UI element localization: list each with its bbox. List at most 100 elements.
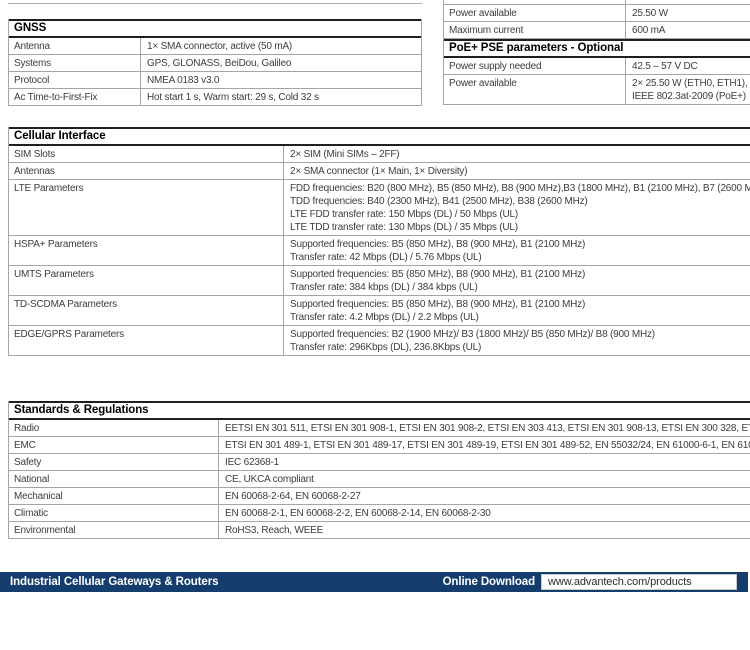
cellular-table-title: Cellular Interface <box>9 127 750 146</box>
value-line: 25.50 W <box>632 8 668 19</box>
row-value: IEC 62368-1 <box>219 454 750 470</box>
row-value: ETSI EN 301 489-1, ETSI EN 301 489-17, E… <box>219 437 750 453</box>
table-row: Climatic EN 60068-2-1, EN 60068-2-2, EN 6… <box>9 505 750 522</box>
table-row: Ac Time-to-First-Fix Hot start 1 s, Warm … <box>9 89 421 106</box>
table-row: EMC ETSI EN 301 489-1, ETSI EN 301 489-17… <box>9 437 750 454</box>
row-label: Power available <box>444 5 626 21</box>
value-line: LTE FDD transfer rate: 150 Mbps (DL) / 5… <box>290 209 519 220</box>
row-label: National <box>9 471 219 487</box>
row-value: NMEA 0183 v3.0 <box>141 72 421 88</box>
table-row: Power available 25.50 W <box>444 5 750 22</box>
row-value: CE, UKCA compliant <box>219 471 750 487</box>
table-row: National CE, UKCA compliant <box>9 471 750 488</box>
value-line: EN 60068-2-1, EN 60068-2-2, EN 60068-2-1… <box>225 508 491 519</box>
value-line: 2× 25.50 W (ETH0, ETH1), <box>632 78 748 89</box>
value-line: RoHS3, Reach, WEEE <box>225 525 324 536</box>
previous-table-bottom-border <box>8 3 422 4</box>
table-row: HSPA+ Parameters Supported frequencies: B… <box>9 236 750 266</box>
row-value: 42.5 – 57 V DC <box>626 58 750 74</box>
value-line: Transfer rate: 384 kbps (DL) / 384 kbps … <box>290 282 478 293</box>
row-label: HSPA+ Parameters <box>9 236 284 265</box>
row-label: EMC <box>9 437 219 453</box>
standards-regulations-table: Standards & Regulations Radio EETSI EN 30… <box>8 401 750 539</box>
table-row: Mechanical EN 60068-2-64, EN 60068-2-27 <box>9 488 750 505</box>
value-line: NMEA 0183 v3.0 <box>147 75 220 86</box>
row-value: 600 mA <box>626 22 750 38</box>
value-line: Supported frequencies: B5 (850 MHz), B8 … <box>290 299 586 310</box>
value-line: 1× SMA connector, active (50 mA) <box>147 41 293 52</box>
row-label: Protocol <box>9 72 141 88</box>
value-line: Hot start 1 s, Warm start: 29 s, Cold 32… <box>147 92 319 103</box>
value-line: EN 60068-2-64, EN 60068-2-27 <box>225 491 361 502</box>
standards-table-body: Radio EETSI EN 301 511, ETSI EN 301 908-1… <box>9 420 750 539</box>
value-line: 2× SIM (Mini SIMs – 2FF) <box>290 149 400 160</box>
cellular-interface-table: Cellular Interface SIM Slots 2× SIM (Mini… <box>8 127 750 356</box>
gnss-table-body: Antenna 1× SMA connector, active (50 mA) S… <box>9 38 421 106</box>
table-row: Environmental RoHS3, Reach, WEEE <box>9 522 750 539</box>
row-value: Supported frequencies: B2 (1900 MHz)/ B3… <box>284 326 750 355</box>
row-label: LTE Parameters <box>9 180 284 235</box>
row-value: Supported frequencies: B5 (850 MHz), B8 … <box>284 236 750 265</box>
row-label: Radio <box>9 420 219 436</box>
row-value: 2× SMA connector (1× Main, 1× Diversity) <box>284 163 750 179</box>
table-row: LTE Parameters FDD frequencies: B20 (800 … <box>9 180 750 236</box>
row-label: Power available <box>444 75 626 104</box>
value-line: GPS, GLONASS, BeiDou, Galileo <box>147 58 292 69</box>
row-value: EETSI EN 301 511, ETSI EN 301 908-1, ETS… <box>219 420 750 436</box>
row-label: Antennas <box>9 163 284 179</box>
table-row: TD-SCDMA Parameters Supported frequencies… <box>9 296 750 326</box>
table-row: UMTS Parameters Supported frequencies: B5… <box>9 266 750 296</box>
online-download-label: Online Download <box>442 576 536 588</box>
power-table-body: Power available 25.50 W Maximum current 600… <box>444 5 750 39</box>
table-row: Maximum current 600 mA <box>444 22 750 39</box>
row-label: EDGE/GPRS Parameters <box>9 326 284 355</box>
table-row: Antennas 2× SMA connector (1× Main, 1× Di… <box>9 163 750 180</box>
row-label: UMTS Parameters <box>9 266 284 295</box>
row-label: Environmental <box>9 522 219 538</box>
table-row: Radio EETSI EN 301 511, ETSI EN 301 908-1… <box>9 420 750 437</box>
row-value: EN 60068-2-64, EN 60068-2-27 <box>219 488 750 504</box>
row-label: Climatic <box>9 505 219 521</box>
footer-product-category: Industrial Cellular Gateways & Routers <box>10 576 219 588</box>
row-label: Maximum current <box>444 22 626 38</box>
value-line: FDD frequencies: B20 (800 MHz), B5 (850 … <box>290 183 750 194</box>
table-row: Systems GPS, GLONASS, BeiDou, Galileo <box>9 55 421 72</box>
table-row: SIM Slots 2× SIM (Mini SIMs – 2FF) <box>9 146 750 163</box>
value-line: IEC 62368-1 <box>225 457 279 468</box>
value-line: Supported frequencies: B5 (850 MHz), B8 … <box>290 269 586 280</box>
row-value: 25.50 W <box>626 5 750 21</box>
row-value: 2× SIM (Mini SIMs – 2FF) <box>284 146 750 162</box>
clipped-table-row <box>444 0 750 5</box>
value-line: 42.5 – 57 V DC <box>632 61 698 72</box>
row-label: Power supply needed <box>444 58 626 74</box>
value-line: LTE TDD transfer rate: 130 Mbps (DL) / 3… <box>290 222 518 233</box>
download-url-box[interactable]: www.advantech.com/products <box>541 574 737 590</box>
value-line: 600 mA <box>632 25 666 36</box>
row-value: RoHS3, Reach, WEEE <box>219 522 750 538</box>
row-label: Mechanical <box>9 488 219 504</box>
footer-bar: Industrial Cellular Gateways & Routers O… <box>0 572 748 592</box>
row-label: Ac Time-to-First-Fix <box>9 89 141 105</box>
table-row: Protocol NMEA 0183 v3.0 <box>9 72 421 89</box>
row-label: Antenna <box>9 38 141 54</box>
value-line: CE, UKCA compliant <box>225 474 314 485</box>
cellular-table-body: SIM Slots 2× SIM (Mini SIMs – 2FF) Antenna… <box>9 146 750 356</box>
table-row: Safety IEC 62368-1 <box>9 454 750 471</box>
table-row: Power supply needed 42.5 – 57 V DC <box>444 58 750 75</box>
row-label: Systems <box>9 55 141 71</box>
gnss-table-title: GNSS <box>9 19 421 38</box>
row-label: Safety <box>9 454 219 470</box>
poe-pse-section-title: PoE+ PSE parameters - Optional <box>444 39 750 58</box>
row-value: Supported frequencies: B5 (850 MHz), B8 … <box>284 266 750 295</box>
row-value: Hot start 1 s, Warm start: 29 s, Cold 32… <box>141 89 421 105</box>
value-line: ETSI EN 301 489-1, ETSI EN 301 489-17, E… <box>225 440 750 451</box>
table-row: EDGE/GPRS Parameters Supported frequencie… <box>9 326 750 356</box>
row-value: FDD frequencies: B20 (800 MHz), B5 (850 … <box>284 180 750 235</box>
poe-pse-table-body: Power supply needed 42.5 – 57 V DC Power a… <box>444 58 750 105</box>
clipped-row-label-cell <box>444 0 626 4</box>
value-line: EETSI EN 301 511, ETSI EN 301 908-1, ETS… <box>225 423 750 434</box>
value-line: Supported frequencies: B2 (1900 MHz)/ B3… <box>290 329 655 340</box>
value-line: IEEE 802.3at-2009 (PoE+) <box>632 91 746 102</box>
row-label: SIM Slots <box>9 146 284 162</box>
row-value: GPS, GLONASS, BeiDou, Galileo <box>141 55 421 71</box>
